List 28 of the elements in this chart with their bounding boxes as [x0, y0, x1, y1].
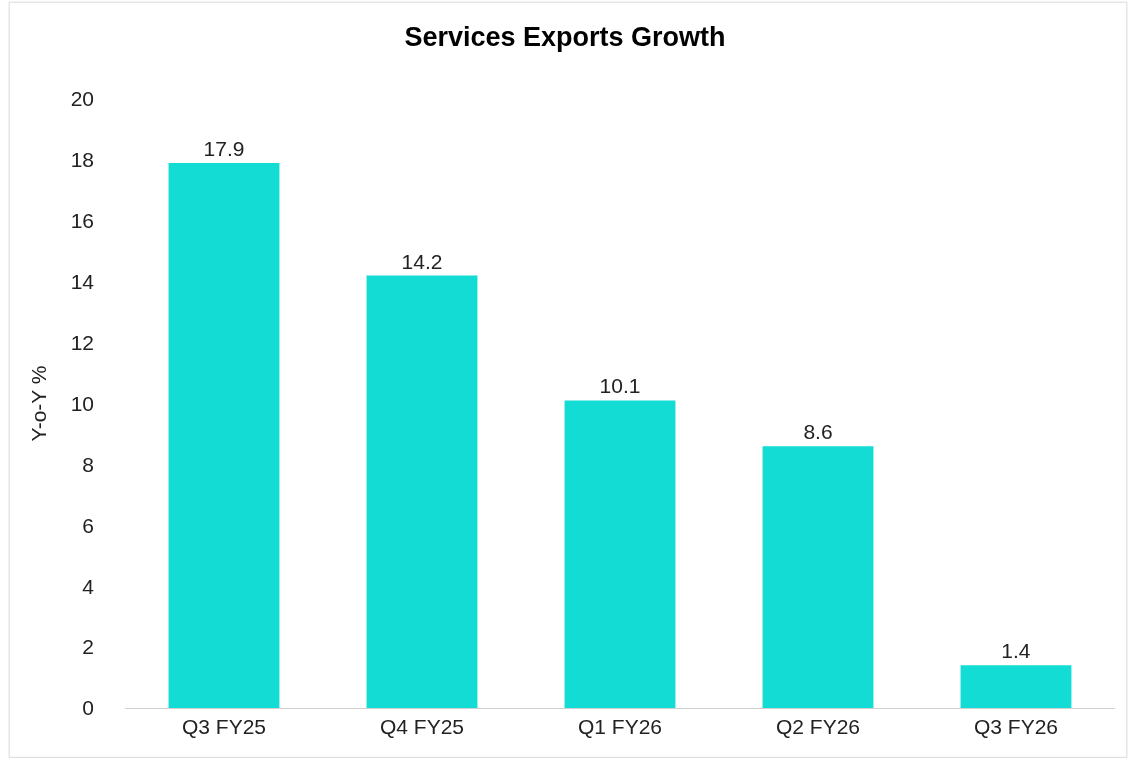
data-label: 8.6 — [803, 420, 833, 444]
y-tick-label: 18 — [70, 148, 94, 172]
y-tick-label: 20 — [70, 87, 94, 111]
y-tick-label: 10 — [70, 391, 94, 415]
bar — [168, 162, 280, 708]
data-label: 10.1 — [599, 374, 641, 398]
y-tick-label: 16 — [70, 209, 94, 233]
y-tick-label: 14 — [70, 270, 95, 294]
bar — [366, 275, 478, 708]
x-tick-label: Q3 FY26 — [973, 715, 1059, 739]
y-tick-label: 12 — [70, 330, 94, 354]
bar — [762, 446, 874, 708]
data-label: 1.4 — [1001, 639, 1031, 663]
y-axis-title: Y-o-Y % — [26, 365, 50, 442]
bar — [564, 400, 676, 708]
data-label: 17.9 — [203, 136, 245, 160]
y-tick-label: 2 — [82, 635, 94, 659]
x-tick-label: Q2 FY26 — [775, 715, 861, 739]
y-tick-label: 6 — [82, 513, 94, 537]
chart-title: Services Exports Growth — [404, 21, 726, 52]
y-tick-label: 8 — [82, 452, 94, 476]
x-tick-label: Q1 FY26 — [577, 715, 663, 739]
y-tick-label: 0 — [82, 696, 94, 720]
x-tick-label: Q3 FY25 — [181, 715, 267, 739]
y-tick-label: 4 — [82, 574, 95, 598]
x-tick-label: Q4 FY25 — [379, 715, 465, 739]
data-label: 14.2 — [401, 249, 443, 273]
bar — [960, 665, 1072, 708]
